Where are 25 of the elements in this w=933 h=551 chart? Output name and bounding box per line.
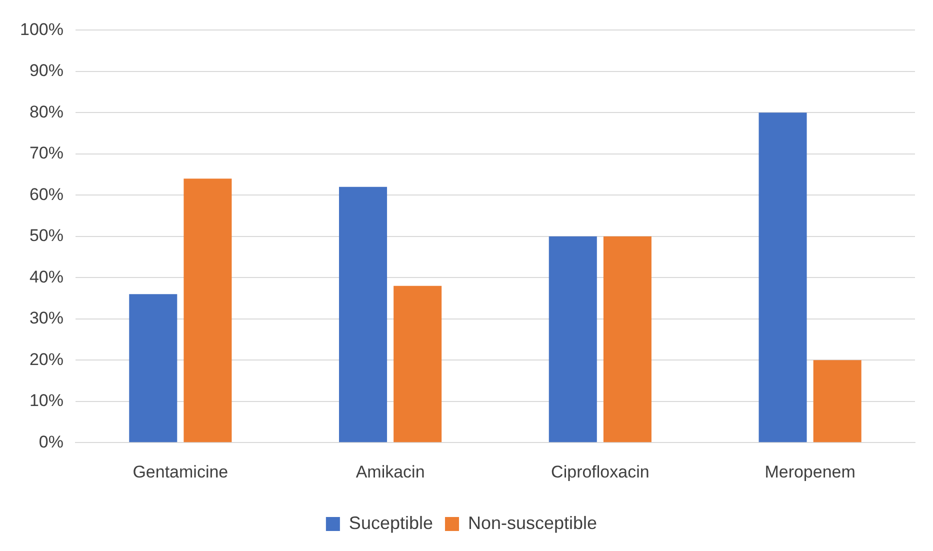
legend-label: Suceptible [348, 512, 433, 533]
bar [394, 286, 442, 442]
bar [758, 112, 807, 442]
y-tick-label: 20% [29, 350, 64, 369]
x-tick-label: Meropenem [764, 462, 856, 482]
y-tick-label: 100% [20, 20, 64, 39]
y-tick-label: 70% [29, 144, 64, 163]
y-tick-label: 80% [29, 102, 64, 122]
bar [548, 236, 597, 442]
y-tick-label: 10% [29, 391, 64, 410]
y-tick-label: 0% [38, 432, 64, 452]
y-tick-label: 40% [29, 267, 64, 286]
bar [129, 294, 178, 442]
y-tick-label: 30% [29, 308, 64, 328]
x-tick-label: Gentamicine [132, 462, 228, 482]
bar [339, 186, 388, 442]
bar [813, 360, 862, 442]
y-tick-label: 90% [29, 61, 64, 80]
bar [184, 178, 232, 442]
x-tick-label: Ciprofloxacin [551, 462, 650, 482]
x-tick-label: Amikacin [356, 462, 425, 482]
legend-label: Non-susceptible [468, 512, 598, 533]
bar [603, 236, 652, 442]
y-tick-label: 50% [29, 226, 64, 246]
y-tick-label: 60% [29, 184, 64, 204]
